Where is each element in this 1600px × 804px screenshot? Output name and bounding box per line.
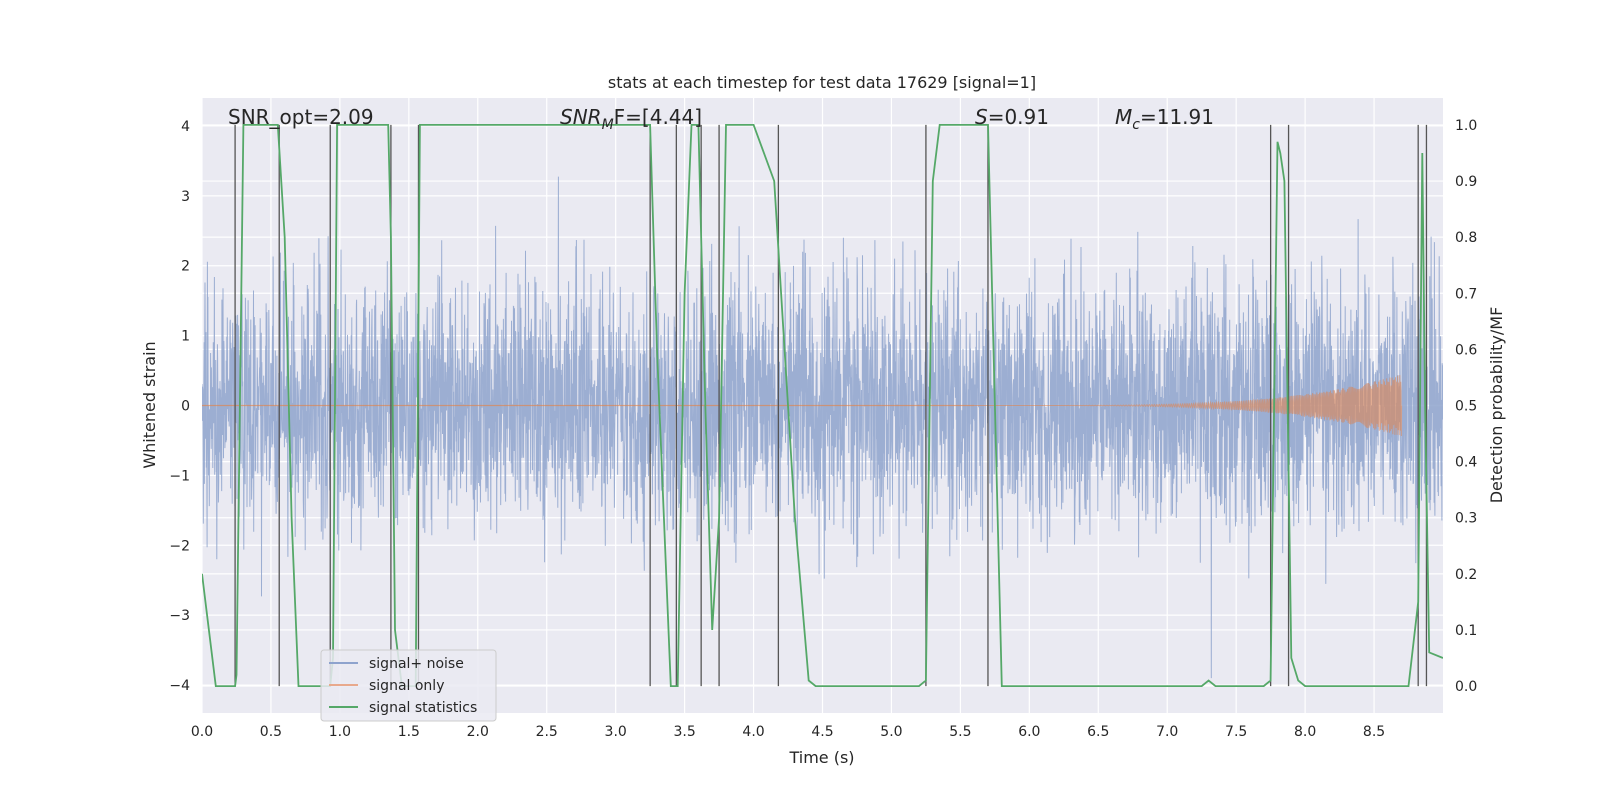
x-tick-label: 1.0 xyxy=(329,724,351,740)
x-tick-label: 4.5 xyxy=(811,724,833,740)
x-tick-label: 5.0 xyxy=(880,724,902,740)
x-tick-label: 8.5 xyxy=(1363,724,1385,740)
x-tick-label: 6.0 xyxy=(1018,724,1040,740)
x-tick-label: 6.5 xyxy=(1087,724,1109,740)
x-tick-label: 4.0 xyxy=(742,724,764,740)
x-tick-label: 8.0 xyxy=(1294,724,1316,740)
mc-value: =11.91 xyxy=(1140,105,1214,129)
x-axis-ticks: 0.0 0.5 1.0 1.5 2.0 2.5 3.0 3.5 4.0 4.5 5.0 5.5 6.0 6… xyxy=(191,724,1385,740)
y-right-tick-label: 0.9 xyxy=(1455,174,1477,190)
left-axis-ticks: 4 3 2 1 0 −1 −2 −3 −4 xyxy=(169,119,190,694)
snr-mf-value: F=[4.44] xyxy=(614,105,702,129)
y-left-tick-label: −1 xyxy=(169,468,190,484)
y-left-tick-label: 4 xyxy=(181,119,190,135)
x-tick-label: 0.0 xyxy=(191,724,213,740)
annotation-s: S=0.91 xyxy=(975,105,1049,129)
legend-label-signal: signal only xyxy=(369,678,444,694)
y-right-tick-label: 0.7 xyxy=(1455,286,1477,302)
x-tick-label: 2.0 xyxy=(467,724,489,740)
statistics-line xyxy=(202,124,1443,687)
y-right-tick-label: 0.1 xyxy=(1455,623,1477,639)
s-symbol: S xyxy=(975,105,988,129)
y-axis-right-label: Detection probability/MF xyxy=(1487,307,1506,504)
x-tick-label: 3.5 xyxy=(673,724,695,740)
legend-label-noise: signal+ noise xyxy=(369,656,464,672)
y-right-tick-label: 0.5 xyxy=(1455,399,1477,415)
y-left-tick-label: −4 xyxy=(169,678,190,694)
annotation-snr-opt: SNR_opt=2.09 xyxy=(228,105,374,129)
y-left-tick-label: 0 xyxy=(181,399,190,415)
y-left-tick-label: 3 xyxy=(181,189,190,205)
x-tick-label: 7.5 xyxy=(1225,724,1247,740)
legend: signal+ noise signal only signal statist… xyxy=(320,649,497,722)
snr-mf-subscript: M xyxy=(602,117,614,133)
y-right-tick-label: 0.2 xyxy=(1455,567,1477,583)
y-left-tick-label: 2 xyxy=(181,259,190,275)
x-tick-label: 3.0 xyxy=(605,724,627,740)
x-tick-label: 5.5 xyxy=(949,724,971,740)
x-tick-label: 1.5 xyxy=(398,724,420,740)
series-signal-statistics xyxy=(202,124,1443,687)
x-tick-label: 0.5 xyxy=(260,724,282,740)
x-axis-label: Time (s) xyxy=(788,748,854,767)
legend-label-stats: signal statistics xyxy=(369,700,477,716)
y-left-tick-label: −3 xyxy=(169,608,190,624)
x-tick-label: 7.0 xyxy=(1156,724,1178,740)
y-left-tick-label: −2 xyxy=(169,538,190,554)
s-value: =0.91 xyxy=(988,105,1049,129)
y-right-tick-label: 1.0 xyxy=(1455,118,1477,134)
right-axis-ticks: 1.0 0.9 0.8 0.7 0.6 0.5 0.4 0.3 0.2 0.1 0.0 xyxy=(1455,118,1477,695)
chart-title: stats at each timestep for test data 176… xyxy=(608,73,1036,92)
signal-chirp xyxy=(974,375,1403,437)
mc-symbol: M xyxy=(1115,105,1132,129)
x-tick-label: 2.5 xyxy=(536,724,558,740)
y-axis-left-label: Whitened strain xyxy=(140,341,159,468)
y-right-tick-label: 0.0 xyxy=(1455,679,1477,695)
snr-mf-symbol: SNR xyxy=(560,105,602,129)
annotation-snr-mf: SNRMF=[4.44] xyxy=(560,105,702,133)
y-right-tick-label: 0.4 xyxy=(1455,455,1477,471)
y-right-tick-label: 0.6 xyxy=(1455,342,1477,358)
y-right-tick-label: 0.8 xyxy=(1455,230,1477,246)
annotation-mc: Mc=11.91 xyxy=(1115,105,1214,133)
y-right-tick-label: 0.3 xyxy=(1455,511,1477,527)
vertical-lines xyxy=(234,124,1428,687)
noise-line xyxy=(202,176,1443,679)
legend-box xyxy=(320,649,497,722)
mc-subscript: c xyxy=(1132,117,1140,133)
y-left-tick-label: 1 xyxy=(181,329,190,345)
series-signal-noise xyxy=(202,176,1443,679)
